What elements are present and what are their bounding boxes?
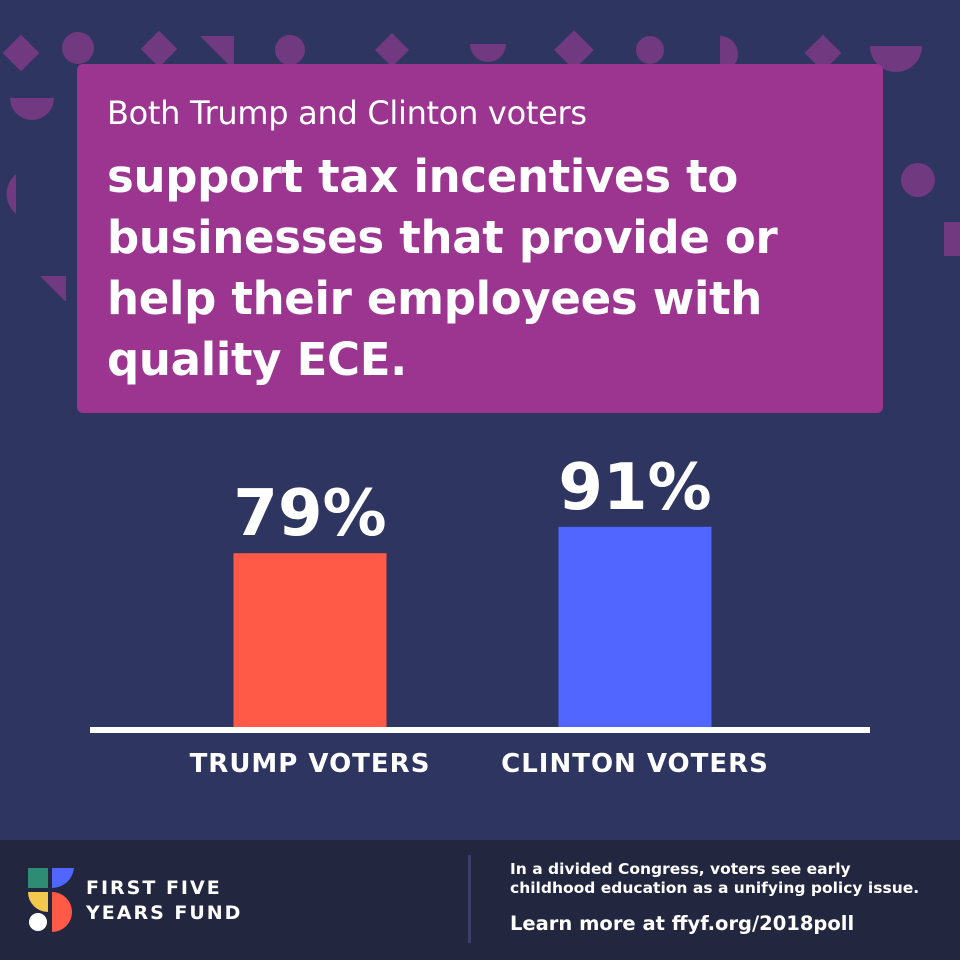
x-axis-line (90, 727, 870, 733)
bar-value-label-0: 79% (233, 477, 386, 551)
category-label-1: CLINTON VOTERS (501, 749, 769, 779)
footer-note: In a divided Congress, voters see early … (510, 860, 920, 897)
logo-line-1: FIRST FIVE (86, 877, 222, 899)
ffyf-logo-icon (28, 868, 74, 932)
bar-chart: 79% TRUMP VOTERS 91% CLINTON VOTERS (90, 451, 870, 779)
category-label-0: TRUMP VOTERS (190, 749, 431, 779)
headline-lead: Both Trump and Clinton voters (107, 94, 587, 132)
headline-main: support tax incentives to businesses tha… (107, 150, 778, 386)
bar-value-label-1: 91% (558, 451, 711, 525)
footer: FIRST FIVE YEARS FUND In a divided Congr… (0, 840, 960, 960)
headline-box: Both Trump and Clinton voters support ta… (77, 64, 883, 413)
logo-wordmark: FIRST FIVE YEARS FUND (86, 876, 242, 926)
logo-line-2: YEARS FUND (86, 902, 243, 924)
bar-1 (558, 526, 712, 727)
footer-divider (468, 855, 471, 943)
bar-0 (233, 553, 387, 727)
footer-link[interactable]: Learn more at ffyf.org/2018poll (510, 912, 855, 935)
decorative-shapes (2, 30, 960, 302)
